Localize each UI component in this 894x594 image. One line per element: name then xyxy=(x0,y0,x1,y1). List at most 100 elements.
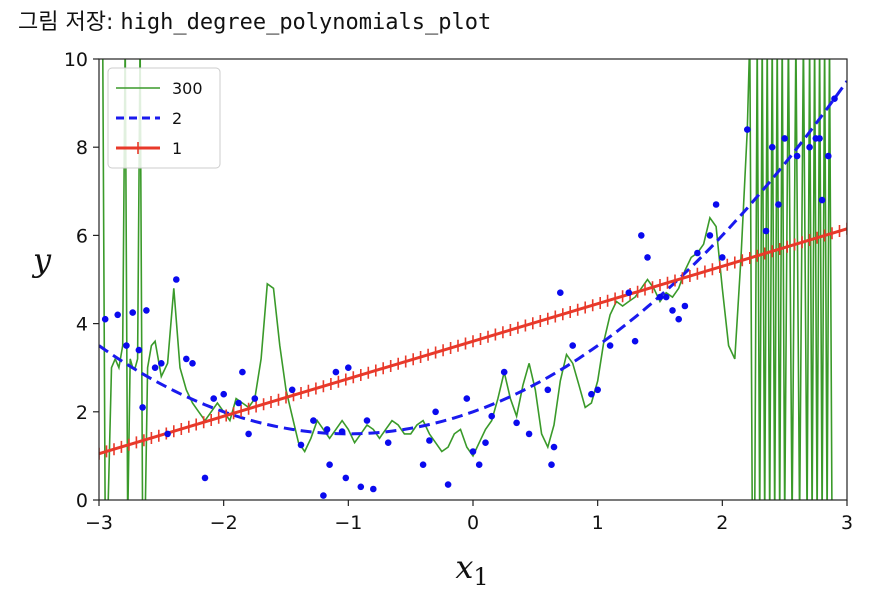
data-point xyxy=(189,360,196,367)
legend-label-1: 1 xyxy=(172,139,182,158)
data-point xyxy=(712,201,720,208)
data-point xyxy=(357,483,365,491)
x-tick-label: 3 xyxy=(841,512,853,534)
data-point xyxy=(694,249,701,257)
data-point xyxy=(426,437,433,444)
data-point xyxy=(297,441,305,449)
data-point xyxy=(488,412,496,420)
data-point xyxy=(768,143,776,151)
data-point xyxy=(419,461,427,469)
x-tick-label: 2 xyxy=(716,512,728,534)
data-point xyxy=(288,386,296,394)
data-point xyxy=(569,342,576,349)
data-point xyxy=(806,143,813,151)
data-point xyxy=(588,390,595,398)
y-tick-label: 4 xyxy=(76,314,88,336)
data-point xyxy=(251,395,259,402)
figure-caption: 그림 저장: high_degree_polynomials_plot xyxy=(18,4,491,36)
data-point xyxy=(631,337,639,345)
data-point xyxy=(239,368,246,376)
plot-area xyxy=(99,59,847,500)
data-point xyxy=(332,368,340,376)
data-point xyxy=(444,481,452,488)
data-point xyxy=(173,276,180,283)
data-point xyxy=(135,346,143,354)
data-point xyxy=(139,404,146,411)
data-point xyxy=(644,254,651,261)
data-point xyxy=(606,342,614,349)
data-point xyxy=(101,315,109,323)
data-point xyxy=(625,289,633,297)
data-point xyxy=(342,474,350,482)
legend-label-2: 2 xyxy=(172,109,182,128)
data-point xyxy=(220,390,227,398)
data-point xyxy=(235,399,242,407)
axis-ticks: −3 −2 −1 0 1 2 3 0 2 4 6 8 10 xyxy=(64,49,853,534)
data-point xyxy=(781,135,788,142)
data-point xyxy=(544,386,552,394)
data-point xyxy=(825,152,832,160)
data-point xyxy=(475,461,483,469)
x-tick-label: −3 xyxy=(85,512,113,534)
data-point xyxy=(550,443,558,451)
legend-label-300: 300 xyxy=(172,79,203,98)
data-point xyxy=(158,360,165,367)
data-point xyxy=(775,201,782,208)
data-point xyxy=(345,364,352,372)
data-point xyxy=(818,196,826,204)
data-point xyxy=(681,302,689,310)
data-point xyxy=(831,95,838,102)
y-tick-label: 2 xyxy=(76,402,88,424)
y-tick-label: 8 xyxy=(76,137,88,159)
data-point xyxy=(151,364,159,372)
data-point xyxy=(662,293,670,301)
legend-box xyxy=(107,67,221,169)
x-tick-label: 0 xyxy=(467,512,479,534)
y-tick-label: 0 xyxy=(76,490,88,512)
series-300-line xyxy=(102,59,833,500)
data-point xyxy=(744,126,751,133)
caption-filename: high_degree_polynomials_plot xyxy=(120,10,492,35)
data-point xyxy=(114,311,121,319)
data-point xyxy=(201,474,209,482)
data-point xyxy=(432,408,439,416)
data-point xyxy=(469,448,477,455)
data-point xyxy=(320,492,327,499)
y-axis-label: y xyxy=(31,241,52,279)
x-tick-label: −1 xyxy=(334,512,362,534)
data-point xyxy=(762,227,770,235)
data-point xyxy=(548,461,555,469)
x-tick-label: −2 xyxy=(210,512,238,534)
data-point xyxy=(706,232,714,239)
x-axis-label: x1 xyxy=(455,548,488,591)
x-tick-label: 1 xyxy=(592,512,604,534)
series-2-line xyxy=(99,80,847,436)
data-point xyxy=(363,417,371,424)
data-point xyxy=(245,430,252,438)
data-point xyxy=(183,355,190,363)
y-tick-label: 10 xyxy=(64,49,88,71)
data-point xyxy=(513,419,520,427)
data-point xyxy=(370,485,377,493)
caption-prefix: 그림 저장: xyxy=(18,10,114,35)
data-point xyxy=(164,430,171,438)
data-point xyxy=(638,232,645,239)
data-point xyxy=(557,289,564,297)
data-point xyxy=(525,430,533,438)
data-point xyxy=(310,417,317,424)
data-point xyxy=(675,315,682,323)
data-point xyxy=(500,368,508,376)
data-point xyxy=(143,307,150,314)
legend: 300 2 1 xyxy=(107,67,221,169)
data-point xyxy=(326,461,333,469)
data-point xyxy=(323,426,331,433)
data-point xyxy=(719,254,726,261)
data-point xyxy=(129,309,136,316)
data-point xyxy=(482,439,489,447)
series-1-markers xyxy=(99,222,847,460)
data-point xyxy=(338,428,346,435)
data-point xyxy=(656,293,664,301)
data-point xyxy=(210,395,217,402)
data-point xyxy=(123,342,130,349)
